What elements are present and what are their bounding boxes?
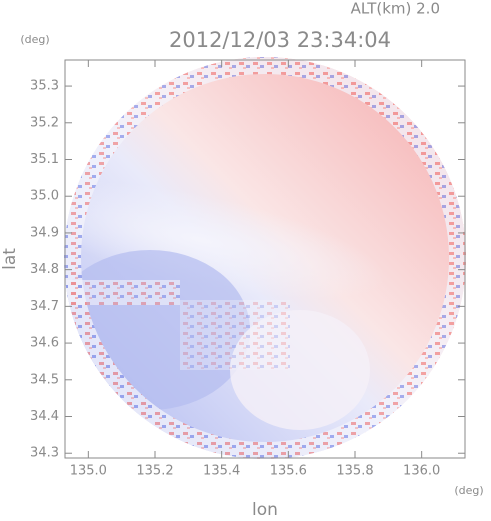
x-tick-label: 135.6 <box>270 464 307 479</box>
y-tick-label: 34.3 <box>30 446 59 461</box>
y-tick-label: 35.2 <box>30 115 59 130</box>
x-tick-label: 135.0 <box>70 464 107 479</box>
radar-field <box>64 57 466 459</box>
y-tick-label: 34.5 <box>30 372 59 387</box>
y-tick-label: 34.9 <box>30 225 59 240</box>
x-tick-label: 135.4 <box>203 464 240 479</box>
y-tick-label: 34.4 <box>30 409 59 424</box>
x-tick-label: 135.2 <box>136 464 173 479</box>
x-axis-label: lon <box>252 500 278 520</box>
y-unit: (deg) <box>20 33 49 46</box>
y-tick-label: 35.3 <box>30 79 59 94</box>
x-tick-label: 135.8 <box>336 464 373 479</box>
x-tick-label: 136.0 <box>403 464 440 479</box>
x-unit: (deg) <box>454 484 483 497</box>
y-tick-label: 34.6 <box>30 336 59 351</box>
plot-frame <box>64 59 466 459</box>
y-tick-label: 34.8 <box>30 262 59 277</box>
chart-title: 2012/12/03 23:34:04 <box>169 28 391 52</box>
y-axis-label: lat <box>0 248 20 270</box>
altitude-label: ALT(km) 2.0 <box>351 0 440 18</box>
y-tick-label: 34.7 <box>30 299 59 314</box>
y-tick-label: 35.1 <box>30 152 59 167</box>
y-tick-label: 35.0 <box>30 189 59 204</box>
